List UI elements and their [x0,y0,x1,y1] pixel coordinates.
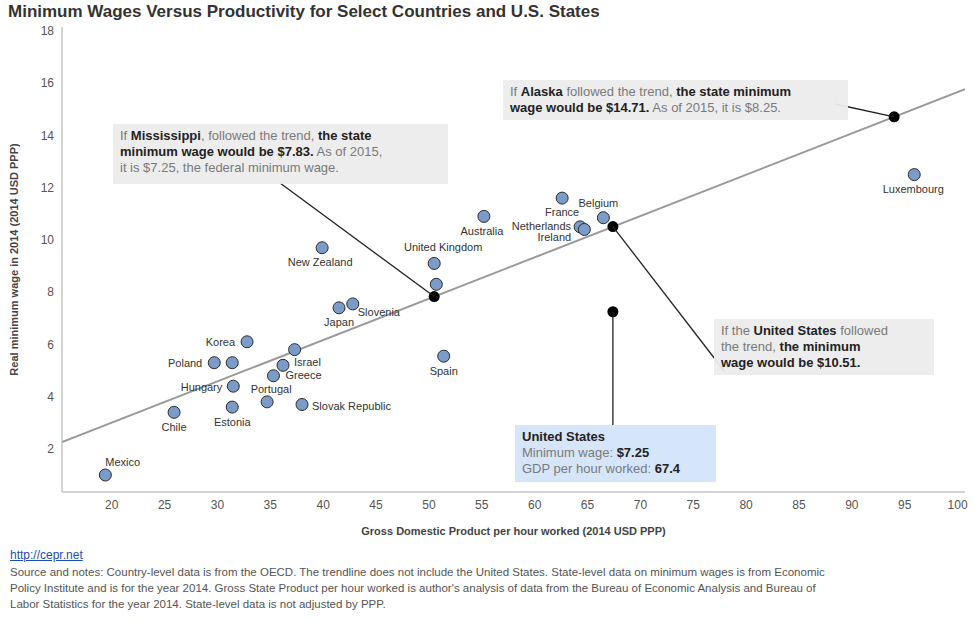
svg-text:Japan: Japan [324,316,354,328]
svg-text:65: 65 [581,498,595,512]
svg-text:80: 80 [739,498,753,512]
svg-text:Netherlands: Netherlands [512,220,572,232]
svg-text:Spain: Spain [430,365,458,377]
svg-text:40: 40 [316,498,330,512]
svg-text:25: 25 [158,498,172,512]
svg-text:United Kingdom: United Kingdom [404,241,482,253]
html-text:wage would be $14.71. As of 20: wage would be $14.71. As of 2015, it is … [510,100,781,115]
html-text:Minimum wage: $7.25: Minimum wage: $7.25 [522,445,650,460]
svg-text:100: 100 [948,498,967,512]
svg-text:Gross Domestic Product per hou: Gross Domestic Product per hour worked (… [361,525,666,537]
html-text:the trend, the minimum: the trend, the minimum [721,339,861,354]
svg-text:10: 10 [41,233,55,247]
svg-text:14: 14 [41,129,55,143]
html-text:Source and notes: Country-leve: Source and notes: Country-level data is … [10,566,825,578]
svg-text:70: 70 [634,498,648,512]
svg-text:90: 90 [845,498,859,512]
svg-text:Slovak Republic: Slovak Republic [312,400,391,412]
svg-text:85: 85 [792,498,806,512]
html-text:United States: United States [522,429,606,444]
html-text:If Mississippi, followed the t: If Mississippi, followed the trend, the … [120,128,372,143]
svg-text:20: 20 [105,498,119,512]
html-text:GDP per hour worked: 67.4: GDP per hour worked: 67.4 [522,461,680,476]
svg-text:45: 45 [369,498,383,512]
svg-text:30: 30 [211,498,225,512]
svg-text:Hungary: Hungary [181,381,223,393]
svg-text:18: 18 [41,24,55,38]
svg-text:Mexico: Mexico [105,456,140,468]
svg-text:Portugal: Portugal [251,383,292,395]
svg-text:16: 16 [41,76,55,90]
svg-text:75: 75 [687,498,701,512]
html-text:If Alaska followed the trend,: If Alaska followed the trend, the state … [510,84,792,99]
html-text:Labor Statistics for the year: Labor Statistics for the year 2014. Stat… [10,598,386,610]
svg-text:Greece: Greece [285,369,321,381]
html-text:If the United States followed: If the United States followed [721,323,888,338]
svg-text:Estonia: Estonia [214,416,252,428]
svg-text:New Zealand: New Zealand [288,256,353,268]
html-text:wage would be $10.51.: wage would be $10.51. [721,355,861,370]
svg-text:Belgium: Belgium [579,197,619,209]
svg-text:Israel: Israel [294,356,321,368]
html-text:Minimum Wages Versus Productiv: Minimum Wages Versus Productivity for Se… [8,2,600,21]
svg-text:France: France [545,206,579,218]
html-text:it is $7.25, the federal minim: it is $7.25, the federal minimum wage. [120,160,339,175]
svg-text:Korea: Korea [206,336,236,348]
svg-text:4: 4 [47,390,54,404]
html-text:Policy Institute and is for th: Policy Institute and is for the year 201… [10,582,816,594]
svg-text:2: 2 [47,442,54,456]
html-text:http://cepr.net: http://cepr.net [10,548,83,562]
svg-text:50: 50 [422,498,436,512]
svg-text:8: 8 [47,285,54,299]
svg-text:60: 60 [528,498,542,512]
svg-text:Chile: Chile [162,421,187,433]
svg-text:95: 95 [898,498,912,512]
html-text:minimum wage would be $7.83. A: minimum wage would be $7.83. As of 2015, [120,144,383,159]
svg-text:55: 55 [475,498,489,512]
svg-text:Real minimum wage in 2014 (201: Real minimum wage in 2014 (2014 USD PPP) [8,143,20,376]
svg-text:Ireland: Ireland [538,231,572,243]
svg-text:35: 35 [264,498,278,512]
svg-text:Luxembourg: Luxembourg [883,183,944,195]
svg-text:6: 6 [47,338,54,352]
svg-text:Slovenia: Slovenia [358,306,401,318]
svg-text:Poland: Poland [168,357,202,369]
svg-text:Australia: Australia [460,225,504,237]
svg-text:12: 12 [41,181,55,195]
